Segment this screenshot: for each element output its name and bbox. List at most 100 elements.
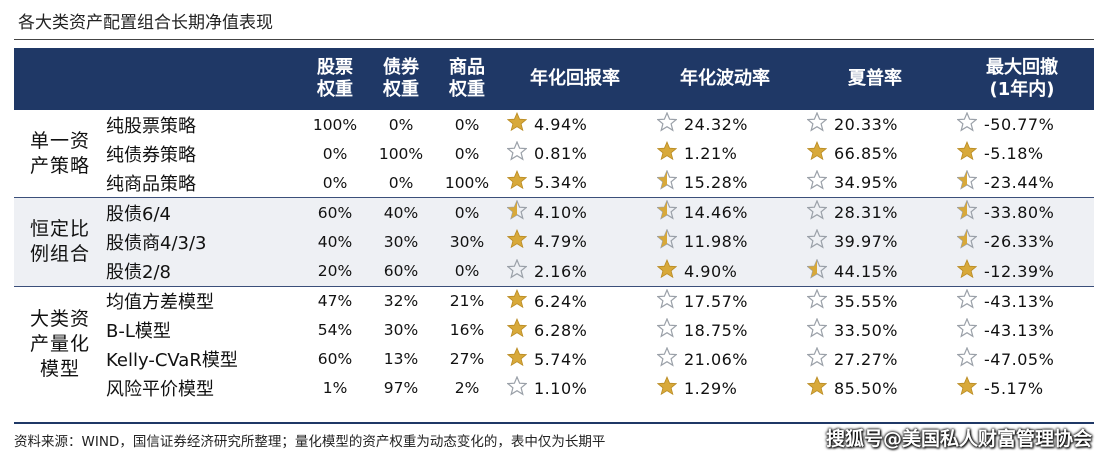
return-star-icon: [500, 168, 534, 198]
volatility-star-icon: [650, 345, 684, 374]
sharpe-star-icon: [800, 285, 834, 316]
volatility-star-icon: [650, 316, 684, 345]
strategy-name: 纯商品策略: [106, 173, 196, 195]
bond-weight-cell: 30%: [383, 321, 419, 340]
return-star-icon: [500, 110, 534, 139]
drawdown-star-icon: [950, 256, 984, 287]
header-bond-weight: 债券 权重: [368, 48, 434, 110]
sharpe-value: 44.15%: [834, 256, 950, 287]
sharpe-star-icon: [800, 227, 834, 257]
return-value: 0.81%: [534, 144, 588, 164]
table-row: 纯债券策略 0% 100% 0% 0.81% 1.21% 66.85% -5.18%: [14, 139, 1094, 168]
bond-weight-cell: 32%: [368, 285, 434, 316]
footer-divider: [14, 422, 1094, 424]
table-header-row: 股票 权重 债券 权重 商品 权重 年化回报率 年化波动率 夏普率 最大回撤 (1年内): [14, 48, 1094, 110]
volatility-star-icon: [650, 168, 684, 198]
sharpe-value: 20.33%: [834, 115, 899, 135]
header-blank-strategy: [106, 48, 302, 110]
group-label: 大类资 产量化 模型: [14, 285, 106, 403]
drawdown-star-icon: [950, 110, 984, 139]
stock-weight-cell: 20%: [302, 256, 368, 287]
drawdown-value: -26.33%: [984, 227, 1094, 257]
table-row: 大类资 产量化 模型 均值方差模型 47% 32% 21% 6.24% 17.57% 35.55%…: [14, 285, 1094, 403]
drawdown-star-icon: [950, 168, 984, 198]
drawdown-value: -43.13%: [984, 285, 1094, 316]
sharpe-star-icon: [800, 139, 834, 168]
bond-weight-cell: 40%: [368, 197, 434, 228]
drawdown-value: -50.77%: [984, 115, 1055, 135]
table-row: 纯商品策略 0% 0% 100% 5.34% 15.28% 34.95% -23.44%: [14, 168, 1094, 198]
stock-weight-cell: 100%: [312, 115, 358, 134]
strategy-name: Kelly-CVaR模型: [106, 350, 238, 372]
sharpe-star-icon: [800, 374, 834, 403]
return-value: 1.10%: [534, 378, 588, 398]
drawdown-value: -47.05%: [984, 349, 1055, 369]
return-value: 5.34%: [534, 173, 588, 193]
strategy-name: 股债6/4: [106, 197, 302, 228]
return-star-icon: [500, 139, 534, 168]
volatility-value: 15.28%: [684, 173, 749, 193]
stock-weight-cell: 47%: [302, 285, 368, 316]
table-title: 各大类资产配置组合长期净值表现: [18, 13, 273, 33]
return-star-icon: [500, 227, 534, 257]
strategy-name: 纯股票策略: [106, 115, 196, 137]
header-max-drawdown: 最大回撤 (1年内): [950, 48, 1094, 110]
header-stock-weight: 股票 权重: [302, 48, 368, 110]
sharpe-star-icon: [800, 256, 834, 287]
title-divider: [14, 39, 1094, 40]
drawdown-value: -5.17%: [984, 378, 1044, 398]
volatility-value: 4.90%: [684, 256, 800, 287]
commodity-weight-cell: 2%: [454, 379, 480, 398]
return-value: 4.79%: [534, 227, 650, 257]
drawdown-value: -12.39%: [984, 256, 1094, 287]
bond-weight-cell: 100%: [378, 144, 424, 163]
return-value: 4.10%: [534, 197, 650, 228]
table-row: B-L模型 54% 30% 16% 6.28% 18.75% 33.50% -43.13%: [14, 316, 1094, 345]
drawdown-star-icon: [950, 227, 984, 257]
bond-weight-cell: 0%: [388, 115, 414, 134]
sharpe-value: 66.85%: [834, 144, 899, 164]
volatility-star-icon: [650, 227, 684, 257]
table-row: 股债2/8 20% 60% 0% 2.16% 4.90% 44.15% -12.39%: [14, 256, 1094, 287]
bond-weight-cell: 60%: [368, 256, 434, 287]
volatility-star-icon: [650, 256, 684, 287]
strategy-name: 风险平价模型: [106, 379, 214, 401]
bond-weight-cell: 97%: [383, 379, 419, 398]
sharpe-value: 27.27%: [834, 349, 899, 369]
return-value: 6.24%: [534, 285, 650, 316]
return-star-icon: [500, 256, 534, 287]
commodity-weight-cell: 0%: [434, 197, 500, 228]
bond-weight-cell: 0%: [388, 173, 414, 192]
strategy-name: 股债商4/3/3: [106, 227, 302, 257]
return-star-icon: [500, 197, 534, 228]
volatility-value: 21.06%: [684, 349, 749, 369]
table-row: 股债商4/3/3 40% 30% 30% 4.79% 11.98% 39.97% -26.33…: [14, 227, 1094, 257]
header-blank-group: [14, 48, 106, 110]
stock-weight-cell: 54%: [317, 321, 353, 340]
header-sharpe: 夏普率: [800, 48, 950, 110]
commodity-weight-cell: 21%: [434, 285, 500, 316]
stock-weight-cell: 60%: [317, 350, 353, 369]
volatility-star-icon: [650, 197, 684, 228]
drawdown-value: -43.13%: [984, 320, 1055, 340]
drawdown-star-icon: [950, 345, 984, 374]
drawdown-value: -23.44%: [984, 173, 1055, 193]
strategy-name: 均值方差模型: [106, 285, 302, 316]
commodity-weight-cell: 0%: [434, 256, 500, 287]
volatility-value: 1.29%: [684, 378, 738, 398]
header-commodity-weight: 商品 权重: [434, 48, 500, 110]
sharpe-value: 28.31%: [834, 197, 950, 228]
volatility-star-icon: [650, 374, 684, 403]
strategy-name: 纯债券策略: [106, 144, 196, 166]
strategy-name: B-L模型: [106, 321, 171, 343]
group-label: 恒定比 例组合: [14, 197, 106, 287]
commodity-weight-cell: 16%: [449, 321, 485, 340]
stock-weight-cell: 0%: [322, 144, 348, 163]
commodity-weight-cell: 100%: [444, 173, 490, 192]
sharpe-star-icon: [800, 110, 834, 139]
drawdown-value: -33.80%: [984, 197, 1094, 228]
volatility-value: 18.75%: [684, 320, 749, 340]
commodity-weight-cell: 0%: [454, 144, 480, 163]
return-star-icon: [500, 345, 534, 374]
stock-weight-cell: 60%: [302, 197, 368, 228]
